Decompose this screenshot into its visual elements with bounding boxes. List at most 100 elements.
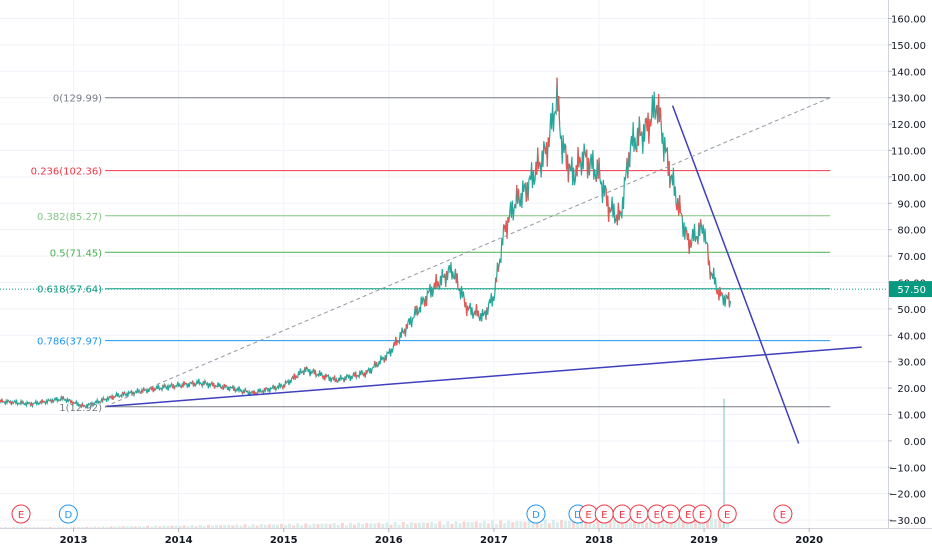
volume-bar [89,527,92,528]
y-tick-label: 90.00 [897,199,926,210]
price-down-segment [284,384,285,387]
volume-bar [203,526,206,528]
price-down-segment [646,118,647,131]
volume-bar [613,520,616,528]
dividend-event-marker[interactable]: D [527,505,545,523]
volume-bar [187,526,190,528]
volume-bar [231,525,234,528]
price-down-segment [21,401,22,404]
price-down-segment [163,385,164,389]
volume-bar [41,527,44,528]
volume-bar [252,524,255,528]
y-tick-label: 160.00 [891,14,926,25]
volume-bar [122,526,125,528]
price-down-segment [711,273,712,275]
earnings-event-marker[interactable]: E [693,505,711,523]
volume-bar [248,526,251,528]
y-tick-label: 150.00 [891,41,926,52]
price-down-segment [212,382,213,386]
price-down-segment [620,211,621,212]
price-down-segment [667,147,668,175]
volume-bar [138,526,141,528]
volume-bar [227,525,230,528]
volume-bar [341,523,344,528]
trend-layer [105,98,862,444]
volume-bar [333,523,336,528]
price-down-segment [324,375,325,380]
price-down-segment [114,396,115,397]
trendline-support[interactable] [105,347,862,406]
price-down-segment [398,341,399,342]
earnings-event-marker[interactable]: E [595,505,613,523]
volume-bar [304,523,307,528]
volume-bar [402,522,405,528]
volume-bar [369,523,372,528]
event-marker-label: E [699,510,705,521]
price-down-segment [235,388,236,392]
price-down-segment [343,378,344,382]
volume-bar [280,524,283,528]
volume-bar [24,527,27,528]
price-down-segment [569,164,570,168]
volume-bar [77,527,80,528]
price-down-segment [708,244,709,265]
price-down-segment [91,403,92,406]
volume-bar [162,526,165,528]
volume-bar [118,526,121,528]
price-down-segment [403,332,404,333]
volume-bar [479,523,482,528]
price-down-segment [426,296,427,306]
volume-bar [552,520,555,528]
volume-bar [300,525,303,528]
price-down-segment [82,404,83,407]
volume-bar [353,525,356,528]
volume-bar [710,518,713,528]
volume-bar [410,522,413,528]
volume-bar [49,527,52,528]
earnings-event-marker[interactable]: E [12,505,30,523]
price-down-segment [42,399,43,402]
y-tick-label: 10.00 [897,410,926,421]
volume-bar [288,524,291,528]
earnings-event-marker[interactable]: E [774,505,792,523]
volume-bar [110,526,113,528]
volume-bar [406,524,409,528]
volume-bar [418,522,421,528]
y-axis[interactable]: 160.00150.00140.00130.00120.00110.00100.… [888,0,932,550]
dividend-event-marker[interactable]: D [59,505,77,523]
earnings-event-marker[interactable]: E [613,505,631,523]
price-down-segment [336,379,337,382]
earnings-event-marker[interactable]: E [661,505,679,523]
volume-bar [438,521,441,528]
volume-bar [361,524,364,528]
y-tick-label: −10.00 [889,463,926,474]
volume-bar [235,525,238,528]
fib-level-label: 0.786(37.97) [37,337,102,348]
event-marker-label: E [585,510,591,521]
volume-bar [499,520,502,528]
fib-level-label: 0.5(71.45) [50,248,102,259]
volume-bar [394,522,397,528]
price-down-segment [74,402,75,403]
price-down-segment [103,397,104,399]
earnings-event-marker[interactable]: E [630,505,648,523]
volume-bar [568,521,571,528]
volume-bar [556,522,559,528]
volume-bar [487,524,490,528]
volume-bar [158,526,161,528]
price-down-segment [394,342,395,346]
volume-bar [337,525,340,528]
volume-bar [65,527,68,528]
event-marker-label: E [18,510,24,521]
price-down-segment [266,388,267,389]
volume-bar [8,527,11,528]
volume-bar [0,528,3,529]
earnings-event-marker[interactable]: E [718,505,736,523]
price-down-segment [182,384,183,387]
price-down-segment [363,374,364,376]
volume-bar [174,526,177,528]
y-tick-label: 20.00 [897,384,926,395]
price-down-segment [203,381,204,385]
